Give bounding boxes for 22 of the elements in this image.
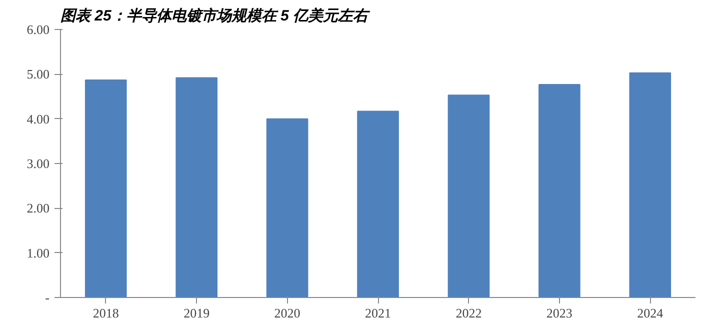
x-tick-label: 2018 xyxy=(92,306,119,320)
bar xyxy=(538,84,580,298)
bar xyxy=(357,110,399,298)
y-tick-label: 2.00 xyxy=(26,200,50,216)
y-tick-label: 6.00 xyxy=(26,22,50,37)
x-tick-label: 2024 xyxy=(637,306,664,320)
x-tick-label: 2022 xyxy=(456,306,482,320)
y-tick-label: 1.00 xyxy=(26,245,50,260)
x-tick-label: 2021 xyxy=(365,306,391,320)
x-tick-label: 2020 xyxy=(274,306,300,320)
bar xyxy=(176,77,218,298)
y-tick-label: - xyxy=(45,290,50,305)
chart-title: 图表 25：半导体电镀市场规模在 5 亿美元左右 xyxy=(60,6,372,24)
bar xyxy=(448,94,490,298)
bar xyxy=(629,72,672,298)
y-tick-label: 5.00 xyxy=(26,66,50,82)
y-tick-label: 4.00 xyxy=(26,111,50,126)
x-tick-label: 2019 xyxy=(184,306,210,320)
bar xyxy=(266,118,308,298)
x-tick-label: 2023 xyxy=(546,306,572,320)
bar xyxy=(84,79,127,298)
y-tick-label: 3.00 xyxy=(26,156,50,171)
